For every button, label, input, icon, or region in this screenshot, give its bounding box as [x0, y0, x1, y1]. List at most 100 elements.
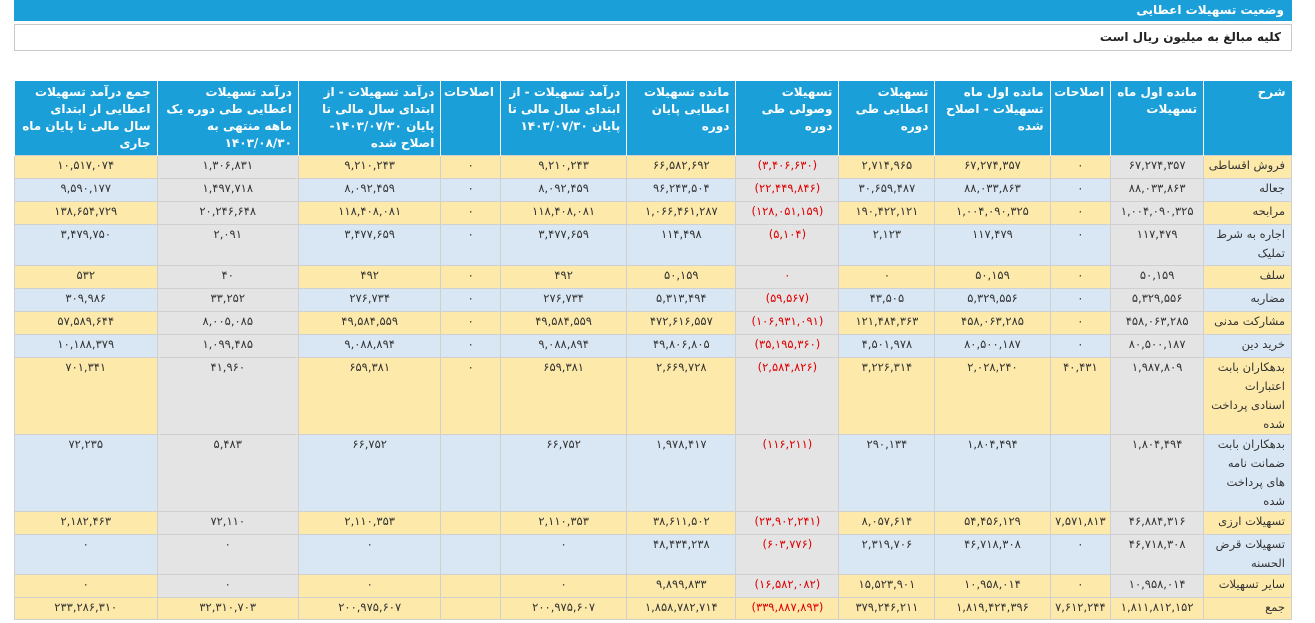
table-cell: ۳۰۹,۹۸۶ — [14, 288, 158, 312]
table-cell: ۳۸,۶۱۱,۵۰۲ — [626, 511, 737, 535]
table-cell: (۶۰۳,۷۷۶) — [735, 534, 840, 575]
col-header: اصلاحات — [1049, 81, 1111, 156]
table-row: مشارکت مدنی ۴۵۸,۰۶۳,۲۸۵ ۰ ۴۵۸,۰۶۳,۲۸۵ ۱۲۱,۴۸… — [14, 311, 1292, 335]
col-header: اصلاحات — [440, 81, 501, 156]
table-row: مضاربه ۵,۳۲۹,۵۵۶ ۰ ۵,۳۲۹,۵۵۶ ۴۳,۵۰۵ (۵۹,۵۶۷) ۵… — [14, 288, 1292, 312]
table-cell: (۵,۱۰۴) — [735, 224, 840, 266]
table-cell: ۳۲,۳۱۰,۷۰۳ — [156, 597, 299, 620]
table-cell: (۲۲,۴۴۹,۸۴۶) — [735, 178, 840, 202]
table-cell: ۰ — [1049, 224, 1112, 266]
table-cell: ۴۶,۷۱۸,۳۰۸ — [934, 534, 1051, 575]
table-cell: ۱,۴۹۷,۷۱۸ — [156, 178, 299, 202]
col-header: مانده اول ماه تسهیلات — [1110, 81, 1204, 156]
row-label: مضاربه — [1203, 288, 1292, 312]
table-cell: ۹,۲۱۰,۲۴۳ — [297, 155, 442, 179]
table-row: جعاله ۸۸,۰۳۳,۸۶۳ ۰ ۸۸,۰۳۳,۸۶۳ ۳۰,۶۵۹,۴۸۷ (۲۲,… — [14, 178, 1292, 202]
table-cell: ۲۳۳,۲۸۶,۳۱۰ — [14, 597, 158, 620]
table-cell: ۷,۶۱۲,۲۴۴ — [1049, 597, 1112, 620]
table-cell: ۱,۸۱۹,۴۲۴,۳۹۶ — [934, 597, 1051, 620]
page-title: وضعیت تسهیلات اعطایی — [14, 0, 1292, 21]
table-row: تسهیلات ارزی ۴۶,۸۸۴,۳۱۶ ۷,۵۷۱,۸۱۳ ۵۴,۴۵۶,۱۲… — [14, 511, 1292, 535]
table-cell: ۲,۱۲۳ — [838, 224, 936, 266]
table-cell: ۵۳۲ — [14, 265, 158, 289]
table-cell: ۰ — [440, 265, 501, 289]
table-cell: ۰ — [1049, 334, 1112, 358]
table-cell: ۱۰,۹۵۸,۰۱۴ — [934, 574, 1051, 598]
table-cell: ۹,۰۸۸,۸۹۴ — [297, 334, 442, 358]
total-row: جمع ۱,۸۱۱,۸۱۲,۱۵۲ ۷,۶۱۲,۲۴۴ ۱,۸۱۹,۴۲۴,۳۹۶ ۳۷… — [14, 597, 1292, 620]
table-cell: ۰ — [440, 201, 501, 225]
table-cell: ۶۶,۷۵۲ — [297, 434, 442, 512]
table-cell: (۳۳۹,۸۸۷,۸۹۳) — [735, 597, 840, 620]
table-cell: ۸,۰۹۲,۴۵۹ — [499, 178, 628, 202]
table-row: سلف ۵۰,۱۵۹ ۰ ۵۰,۱۵۹ ۰ ۰ ۵۰,۱۵۹ ۴۹۲ ۰ ۴۹۲ ۴۰ ۵۳۲ — [14, 265, 1292, 289]
table-cell: ۱۱۷,۴۷۹ — [1110, 224, 1205, 266]
table-cell: ۴۹۲ — [499, 265, 628, 289]
table-cell — [440, 534, 501, 575]
table-cell: ۲۷۶,۷۳۴ — [499, 288, 628, 312]
table-cell: ۱,۸۵۸,۷۸۲,۷۱۴ — [626, 597, 737, 620]
col-header: جمع درآمد تسهیلات اعطایی از ابتدای سال م… — [14, 81, 158, 156]
table-cell: ۶۶,۷۵۲ — [499, 434, 628, 512]
table-cell: ۰ — [440, 334, 501, 358]
table-cell: ۴۱,۹۶۰ — [156, 357, 299, 435]
row-label: اجاره به شرط تملیک — [1203, 224, 1292, 266]
table-cell: ۱,۰۶۶,۴۶۱,۲۸۷ — [626, 201, 737, 225]
col-header: درآمد تسهیلات اعطایی طی دوره یک ماهه منت… — [156, 81, 299, 156]
table-cell: ۴۹۲ — [297, 265, 442, 289]
col-header: درآمد تسهیلات - از ابتدای سال مالی تا پا… — [499, 81, 627, 156]
table-cell: ۸۰,۵۰۰,۱۸۷ — [934, 334, 1051, 358]
table-cell: (۳۵,۱۹۵,۳۶۰) — [735, 334, 840, 358]
table-cell: ۲۰۰,۹۷۵,۶۰۷ — [297, 597, 442, 620]
col-header: تسهیلات اعطایی طی دوره — [838, 81, 935, 156]
table-cell: ۸,۰۹۲,۴۵۹ — [297, 178, 442, 202]
table-cell: ۴۵۸,۰۶۳,۲۸۵ — [1110, 311, 1205, 335]
row-label: فروش اقساطی — [1203, 155, 1292, 179]
table-cell: ۳,۴۷۷,۶۵۹ — [297, 224, 442, 266]
table-cell: ۰ — [440, 311, 501, 335]
table-cell: ۴۵۸,۰۶۳,۲۸۵ — [934, 311, 1051, 335]
table-cell: ۰ — [14, 574, 158, 598]
row-label: مرابحه — [1203, 201, 1292, 225]
table-cell — [440, 574, 501, 598]
table-cell: ۱,۰۰۴,۰۹۰,۳۲۵ — [934, 201, 1051, 225]
table-cell: ۴۹,۵۸۴,۵۵۹ — [499, 311, 628, 335]
table-cell: ۱,۸۰۴,۴۹۴ — [934, 434, 1051, 512]
table-cell: ۰ — [14, 534, 158, 575]
table-cell: ۵۷,۵۸۹,۶۴۴ — [14, 311, 158, 335]
table-cell: ۰ — [1049, 265, 1112, 289]
table-cell: ۱,۹۷۸,۴۱۷ — [626, 434, 737, 512]
col-header: مانده تسهیلات اعطایی پایان دوره — [626, 81, 736, 156]
table-row: تسهیلات قرض الحسنه ۴۶,۷۱۸,۳۰۸ ۰ ۴۶,۷۱۸,۳۰۸ ۲… — [14, 534, 1292, 575]
table-cell: ۱۵,۵۲۳,۹۰۱ — [838, 574, 936, 598]
table-cell: ۸۰,۵۰۰,۱۸۷ — [1110, 334, 1205, 358]
table-cell: ۴۰ — [156, 265, 299, 289]
table-cell: ۲,۷۱۴,۹۶۵ — [838, 155, 936, 179]
row-label: خرید دین — [1203, 334, 1292, 358]
table-cell: (۲,۵۸۴,۸۲۶) — [735, 357, 840, 435]
table-cell: ۲۹۰,۱۳۴ — [838, 434, 936, 512]
table-cell: ۳۳,۲۵۲ — [156, 288, 299, 312]
table-cell: ۵۴,۴۵۶,۱۲۹ — [934, 511, 1051, 535]
row-label: بدهکاران بابت ضمانت نامه های پرداخت شده — [1203, 434, 1292, 512]
table-cell: ۵,۳۲۹,۵۵۶ — [1110, 288, 1205, 312]
table-row: بدهکاران بابت اعتبارات اسنادی پرداخت شده… — [14, 357, 1292, 435]
table-cell: ۴۹,۵۸۴,۵۵۹ — [297, 311, 442, 335]
table-cell: ۸,۰۰۵,۰۸۵ — [156, 311, 299, 335]
table-cell: (۱۶,۵۸۲,۰۸۲) — [735, 574, 840, 598]
table-cell: ۱۹۰,۴۲۲,۱۲۱ — [838, 201, 936, 225]
table-cell: ۴۶,۷۱۸,۳۰۸ — [1110, 534, 1205, 575]
table-cell: ۹,۲۱۰,۲۴۳ — [499, 155, 628, 179]
table-cell: ۲,۱۸۲,۴۶۳ — [14, 511, 158, 535]
table-cell: ۷,۵۷۱,۸۱۳ — [1049, 511, 1112, 535]
table-cell: ۰ — [499, 534, 628, 575]
table-cell: ۴۳,۵۰۵ — [838, 288, 936, 312]
table-cell: ۱,۹۸۷,۸۰۹ — [1110, 357, 1205, 435]
table-cell: ۲,۳۱۹,۷۰۶ — [838, 534, 936, 575]
table-cell: ۰ — [297, 534, 442, 575]
units-note: کلیه مبالغ به میلیون ریال است — [14, 24, 1292, 51]
row-label: جعاله — [1203, 178, 1292, 202]
table-cell: ۰ — [735, 265, 840, 289]
table-cell: ۳,۴۷۹,۷۵۰ — [14, 224, 158, 266]
row-label: تسهیلات قرض الحسنه — [1203, 534, 1292, 575]
